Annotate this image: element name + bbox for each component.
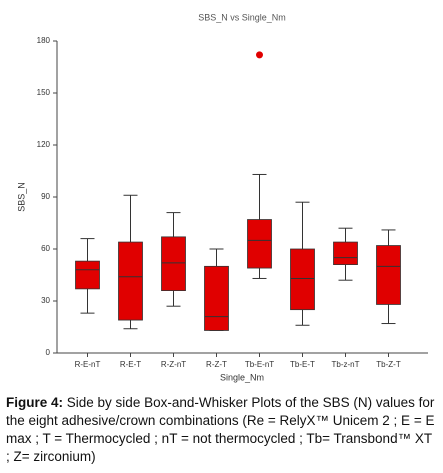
caption-text: Side by side Box-and-Whisker Plots of th… — [6, 395, 435, 464]
box — [204, 265, 229, 331]
box — [161, 236, 186, 292]
chart-title: SBS_N vs Single_Nm — [198, 12, 286, 22]
x-tick-label: Tb-E-nT — [245, 360, 274, 369]
chart: SBS_N vs Single_Nm Single_Nm SBS_N 0 30 60… — [16, 12, 428, 382]
y-tick-label: 150 — [37, 88, 51, 97]
x-tick-label: R-Z-nT — [161, 360, 186, 369]
y-tick-label: 60 — [41, 244, 50, 253]
x-axis-label: Single_Nm — [220, 372, 264, 382]
y-tick-label: 0 — [46, 348, 51, 357]
box — [75, 260, 100, 290]
outlier — [256, 51, 263, 59]
box — [118, 241, 143, 321]
caption-label: Figure 4: — [6, 395, 64, 410]
y-axis-label: SBS_N — [16, 182, 26, 212]
box — [290, 248, 315, 311]
x-tick-label: Tb-Z-T — [376, 360, 401, 369]
box — [333, 241, 358, 265]
caption: Figure 4: Side by side Box-and-Whisker P… — [6, 394, 438, 466]
x-tick-label: Tb-z-nT — [332, 360, 360, 369]
y-tick-label: 30 — [41, 296, 50, 305]
y-tick-label: 120 — [37, 140, 51, 149]
y-tick-label: 180 — [37, 36, 51, 45]
box — [376, 245, 401, 305]
x-tick-label: R-Z-T — [206, 360, 227, 369]
x-tick-label: Tb-E-T — [290, 360, 315, 369]
box — [247, 219, 272, 269]
x-tick-label: R-E-nT — [75, 360, 101, 369]
x-tick-label: R-E-T — [120, 360, 141, 369]
y-tick-label: 90 — [41, 192, 50, 201]
